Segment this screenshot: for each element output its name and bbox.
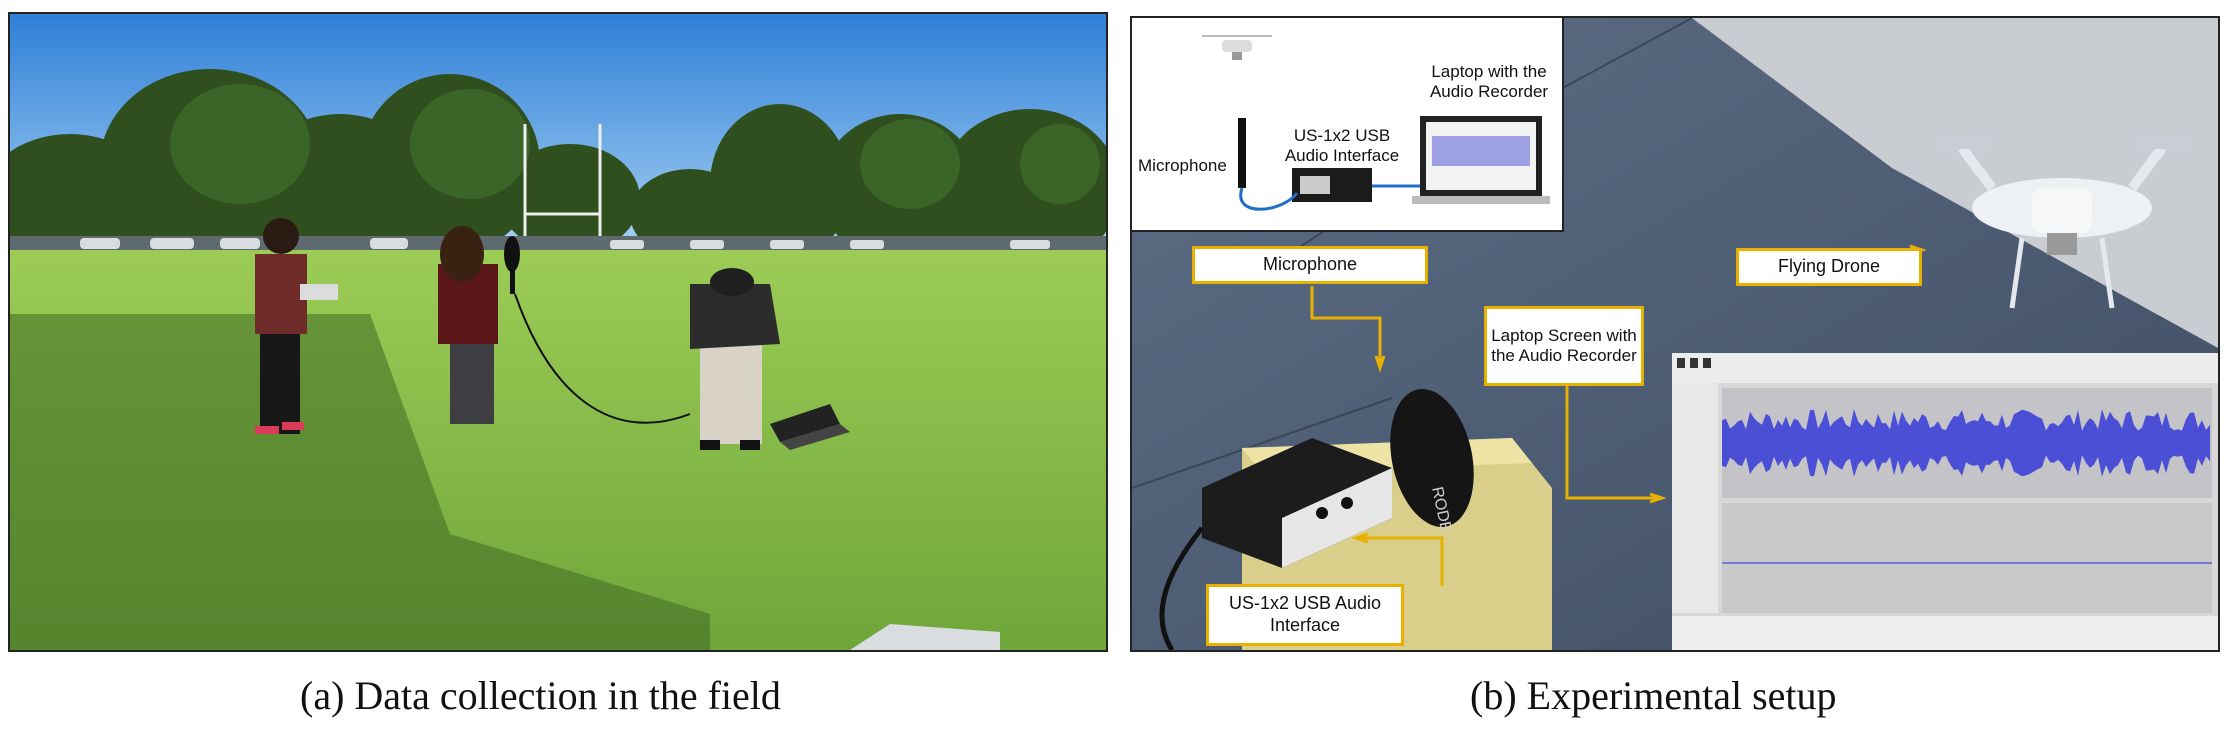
caption-a: (a) Data collection in the field <box>300 673 781 718</box>
laptop-on-ground <box>770 404 850 450</box>
audio-interface-device <box>1202 438 1392 568</box>
sunlit-pavement <box>1692 18 2218 348</box>
inset-interface-label: US-1x2 USB Audio Interface <box>1284 126 1400 166</box>
callout-flying-drone: Flying Drone <box>1736 248 1922 286</box>
microphone-icon <box>1238 118 1246 188</box>
waveform <box>1722 409 2210 477</box>
person-controller <box>255 218 338 434</box>
microphone-device: RODE <box>1390 389 1474 534</box>
equipment-box <box>850 624 1000 650</box>
signal-chain-inset: Laptop with the Audio Recorder US-1x2 US… <box>1132 18 1564 232</box>
inset-laptop-label: Laptop with the Audio Recorder <box>1429 62 1549 102</box>
field-photo-illustration <box>10 14 1106 650</box>
laptop-icon <box>1412 116 1550 204</box>
person-laptop <box>690 268 780 450</box>
inset-microphone-label: Microphone <box>1138 156 1227 175</box>
goal-posts <box>523 124 602 246</box>
drone-icon <box>1202 35 1272 60</box>
person-microphone <box>438 226 691 424</box>
caption-b: (b) Experimental setup <box>1470 673 1837 718</box>
drone <box>1934 137 2190 309</box>
callout-microphone: Microphone <box>1192 246 1428 284</box>
callout-audio-interface: US-1x2 USB Audio Interface <box>1206 584 1404 646</box>
setup-photo: RODE <box>1130 16 2220 652</box>
callout-laptop-screen: Laptop Screen with the Audio Recorder <box>1484 306 1644 386</box>
inset-diagram <box>1202 35 1550 211</box>
audio-recorder-screen <box>1672 353 2218 650</box>
field-photo <box>8 12 1108 652</box>
